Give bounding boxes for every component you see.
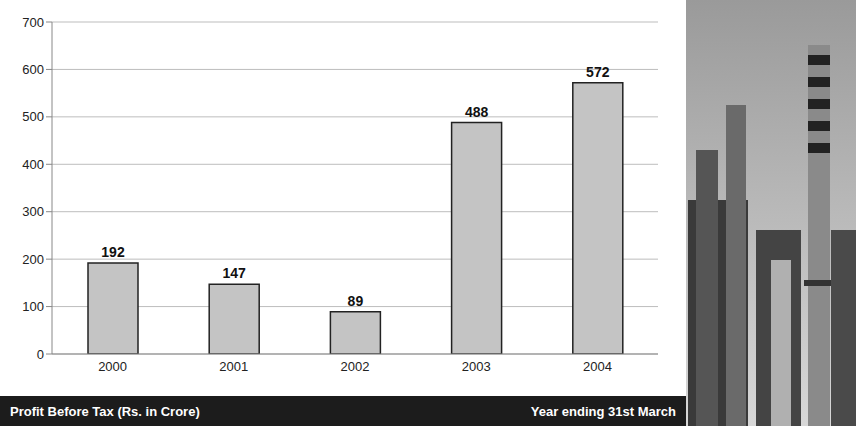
svg-text:700: 700: [22, 15, 44, 30]
svg-text:2002: 2002: [341, 359, 370, 374]
svg-text:0: 0: [37, 347, 44, 362]
svg-text:100: 100: [22, 299, 44, 314]
svg-text:600: 600: [22, 62, 44, 77]
svg-text:2004: 2004: [583, 359, 612, 374]
html-text:Profit Before Tax (Rs. in Cror: Profit Before Tax (Rs. in Crore): [10, 403, 200, 419]
svg-text:2001: 2001: [219, 359, 248, 374]
svg-text:2000: 2000: [98, 359, 127, 374]
svg-text:200: 200: [22, 252, 44, 267]
html-text:Year ending 31st March: Year ending 31st March: [530, 403, 676, 419]
svg-text:89: 89: [348, 293, 364, 309]
svg-text:192: 192: [101, 244, 125, 260]
svg-text:572: 572: [586, 64, 610, 80]
svg-text:500: 500: [22, 109, 44, 124]
svg-text:300: 300: [22, 204, 44, 219]
svg-text:147: 147: [223, 265, 247, 281]
svg-text:2003: 2003: [462, 359, 491, 374]
svg-text:488: 488: [465, 104, 489, 120]
svg-text:400: 400: [22, 157, 44, 172]
